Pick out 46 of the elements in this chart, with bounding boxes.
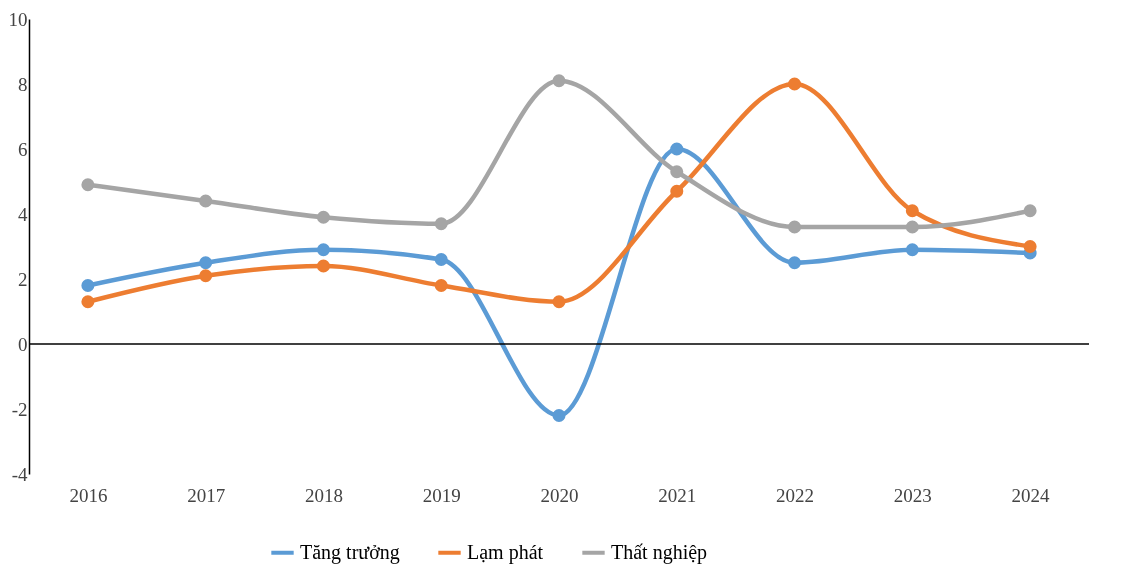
y-tick-label: -2 [11, 398, 28, 420]
point [81, 178, 95, 192]
x-tick-label: 2019 [422, 484, 461, 506]
point [552, 74, 566, 88]
y-tick-label: 10 [8, 8, 28, 30]
point [1023, 204, 1037, 218]
point [199, 269, 213, 283]
point [788, 220, 802, 234]
y-tick-label: -4 [11, 463, 28, 485]
legend-label: Tăng trưởng [300, 540, 400, 564]
point [199, 194, 213, 208]
y-tick-label: 4 [18, 203, 28, 225]
point [81, 295, 95, 309]
y-tick-label: 2 [18, 268, 28, 290]
x-tick-label: 2023 [893, 484, 932, 506]
legend-label: Thất nghiệp [611, 540, 708, 564]
point [434, 217, 448, 231]
point [905, 204, 919, 218]
legend-label: Lạm phát [467, 540, 544, 564]
x-tick-label: 2024 [1011, 484, 1051, 506]
point [670, 142, 684, 156]
x-tick-label: 2020 [540, 484, 579, 506]
y-tick-label: 8 [18, 73, 28, 95]
point [81, 278, 95, 293]
point [316, 243, 330, 257]
x-tick-label: 2017 [187, 484, 226, 506]
point [552, 295, 566, 309]
point [788, 77, 802, 91]
point [905, 243, 919, 257]
point [316, 259, 330, 273]
y-tick-label: 0 [18, 333, 28, 355]
point [670, 184, 684, 198]
x-tick-label: 2016 [69, 484, 108, 506]
point [199, 256, 213, 270]
point [1023, 239, 1037, 254]
point [316, 210, 330, 224]
y-tick-label: 6 [18, 138, 28, 160]
point [434, 278, 448, 293]
point [905, 220, 919, 234]
point [552, 408, 566, 423]
point [434, 252, 448, 267]
x-tick-label: 2018 [304, 484, 343, 506]
point [670, 165, 684, 179]
point [788, 256, 802, 270]
x-tick-label: 2022 [776, 484, 815, 506]
x-tick-label: 2021 [658, 484, 697, 506]
